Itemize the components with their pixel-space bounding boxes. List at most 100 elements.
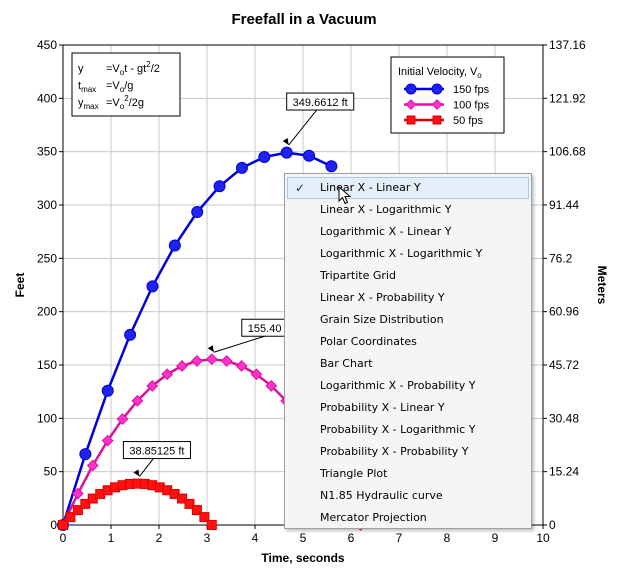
chart-type-context-menu: ✓ Linear X - Linear Y Linear X - Logarithm… [284, 173, 532, 529]
y2-tick-label: 137.16 [549, 38, 586, 52]
data-point [258, 151, 271, 163]
annotation-arrowhead [133, 469, 140, 477]
legend-marker [406, 115, 416, 125]
menu-item[interactable]: Mercator Projection [287, 507, 529, 529]
menu-item-label: Mercator Projection [320, 511, 427, 524]
x-tick-label: 6 [348, 531, 355, 545]
annotation-arrowhead [282, 138, 289, 146]
formula-line-3: ymax =Vo2/2g [78, 94, 144, 111]
menu-item-label: Logarithmic X - Linear Y [320, 225, 452, 238]
y-tick-label: 400 [37, 91, 57, 105]
data-point [303, 149, 316, 162]
data-point [199, 512, 210, 523]
formula-line-1: y =Vot - gt2/2 [78, 60, 160, 77]
menu-item-label: Logarithmic X - Logarithmic Y [320, 247, 483, 260]
y2-tick-label: 15.24 [549, 465, 579, 479]
y2-axis-label: Meters [595, 266, 609, 305]
x-tick-label: 9 [492, 531, 499, 545]
data-point [191, 206, 204, 219]
legend: Initial Velocity, Vo 150 fps 100 fps 50 fp… [390, 56, 505, 134]
menu-item[interactable]: Probability X - Linear Y [287, 397, 529, 419]
data-point [191, 505, 202, 516]
formula-line-2: tmax =Vo/g [78, 80, 133, 94]
y2-tick-label: 76.2 [549, 251, 573, 265]
annotation: 38.85125 ft [122, 441, 191, 477]
y-tick-label: 350 [37, 145, 57, 159]
data-point [205, 353, 218, 366]
data-point [176, 360, 188, 372]
data-point [79, 448, 92, 461]
data-point [58, 520, 68, 530]
data-point [191, 355, 203, 367]
data-point [71, 487, 84, 500]
menu-item-label: Probability X - Linear Y [320, 401, 445, 414]
menu-item[interactable]: N1.85 Hydraulic curve [287, 485, 529, 507]
menu-item-label: N1.85 Hydraulic curve [320, 489, 443, 502]
menu-item[interactable]: Linear X - Probability Y [287, 287, 529, 309]
legend-title: Initial Velocity, Vo [398, 66, 482, 80]
menu-item-label: Tripartite Grid [320, 269, 396, 282]
x-tick-label: 5 [300, 531, 307, 545]
y2-tick-label: 106.68 [549, 145, 586, 159]
data-point [206, 520, 217, 530]
y2-tick-label: 45.72 [549, 358, 579, 372]
y-tick-label: 0 [50, 518, 57, 532]
chart-title: Freefall in a Vacuum [231, 11, 376, 28]
data-point [146, 280, 159, 293]
x-tick-label: 4 [252, 531, 259, 545]
menu-item-label: Bar Chart [320, 357, 373, 370]
annotation: 349.6612 ft [282, 92, 355, 146]
menu-item[interactable]: Probability X - Logarithmic Y [287, 419, 529, 441]
data-point [101, 384, 114, 397]
menu-item[interactable]: Logarithmic X - Probability Y [287, 375, 529, 397]
y-tick-label: 150 [37, 358, 57, 372]
data-point [72, 505, 83, 516]
menu-item[interactable]: Linear X - Logarithmic Y [287, 199, 529, 221]
menu-item[interactable]: Polar Coordinates [287, 331, 529, 353]
formula-frame [71, 52, 181, 117]
data-point [86, 459, 99, 472]
menu-item[interactable]: Probability X - Probability Y [287, 441, 529, 463]
annotation: 155.40 [207, 318, 288, 353]
menu-item[interactable]: Logarithmic X - Logarithmic Y [287, 243, 529, 265]
y-axis-label: Feet [13, 273, 27, 298]
data-point [235, 360, 248, 372]
annotation-label: 38.85125 ft [129, 446, 184, 458]
data-point [213, 180, 226, 193]
annotation-arrowhead [207, 345, 214, 353]
menu-item[interactable]: Triangle Plot [287, 463, 529, 485]
menu-item[interactable]: Tripartite Grid [287, 265, 529, 287]
x-axis-label: Time, seconds [261, 551, 344, 565]
y-tick-label: 200 [37, 305, 57, 319]
x-tick-label: 7 [396, 531, 403, 545]
menu-item-label: Linear X - Probability Y [320, 291, 445, 304]
menu-item[interactable]: Bar Chart [287, 353, 529, 375]
data-point [177, 493, 188, 504]
menu-item-label: Logarithmic X - Probability Y [320, 379, 476, 392]
y-tick-label: 250 [37, 251, 57, 265]
data-point [325, 160, 338, 173]
menu-item[interactable]: ✓ Linear X - Linear Y [287, 177, 529, 199]
legend-marker [405, 99, 417, 110]
annotation-label: 349.6612 ft [293, 97, 348, 109]
data-point [235, 161, 248, 174]
annotation-box [122, 441, 191, 460]
menu-item-label: Polar Coordinates [320, 335, 417, 348]
x-tick-label: 3 [204, 531, 211, 545]
data-point [250, 368, 263, 381]
data-point [101, 434, 114, 447]
y-tick-label: 300 [37, 198, 57, 212]
data-point [146, 379, 159, 392]
axis-ticks: 0 1 2 3 4 5 6 7 8 9 100501001502002503003504004500… [37, 38, 586, 545]
mouse-cursor-icon [338, 186, 352, 205]
legend-marker [431, 99, 443, 110]
menu-item[interactable]: Grain Size Distribution [287, 309, 529, 331]
legend-label: 50 fps [453, 115, 483, 127]
y2-tick-label: 60.96 [549, 305, 579, 319]
menu-item[interactable]: Logarithmic X - Linear Y [287, 221, 529, 243]
data-point [265, 379, 278, 392]
data-point [184, 498, 195, 509]
x-tick-label: 10 [536, 531, 550, 545]
data-point [65, 512, 76, 523]
data-point [80, 498, 91, 509]
